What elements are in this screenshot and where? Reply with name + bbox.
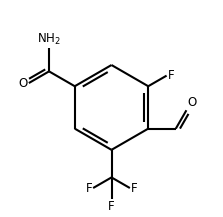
Text: O: O <box>18 77 27 90</box>
Text: F: F <box>85 182 92 194</box>
Text: F: F <box>108 200 115 213</box>
Text: F: F <box>131 182 138 194</box>
Text: NH$_2$: NH$_2$ <box>37 32 61 47</box>
Text: O: O <box>188 96 197 109</box>
Text: F: F <box>168 69 175 82</box>
